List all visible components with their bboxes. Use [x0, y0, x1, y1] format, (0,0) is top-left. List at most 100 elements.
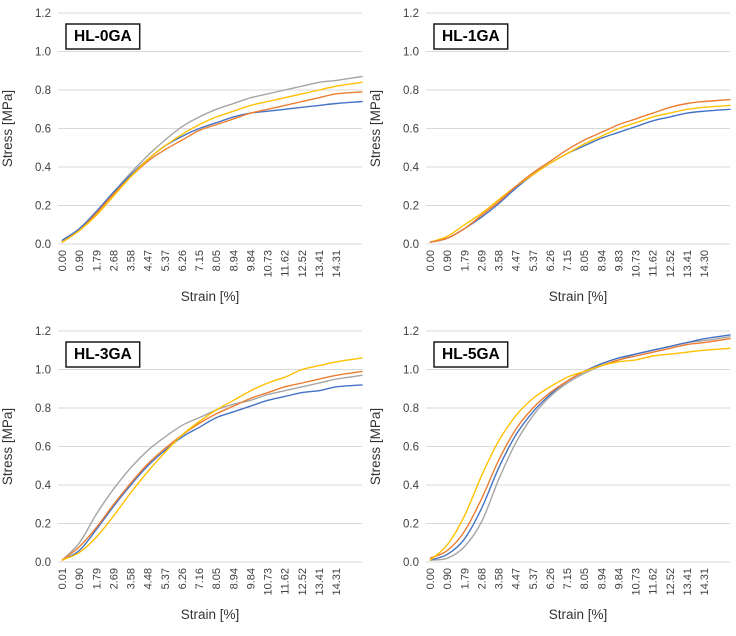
line-series-yellow — [429, 347, 731, 561]
y-axis-title: Stress [MPa] — [0, 90, 15, 167]
x-tick-label: 2.68 — [476, 568, 488, 589]
chart-title-box — [65, 341, 141, 368]
x-tick-label: 6.26 — [545, 568, 557, 589]
y-tick-label: 0.2 — [35, 519, 51, 531]
x-tick-label: 2.68 — [108, 250, 120, 271]
x-tick-label: 0.90 — [442, 250, 454, 271]
line-series-orange — [429, 98, 731, 243]
y-tick-label: 0.8 — [403, 85, 419, 97]
y-tick-label: 0.8 — [35, 403, 51, 415]
x-tick-label: 0.00 — [425, 568, 437, 589]
x-tick-label: 0.00 — [57, 250, 69, 271]
x-tick-label: 1.79 — [459, 568, 471, 589]
x-tick-label: 7.15 — [194, 250, 206, 271]
x-tick-label: 4.48 — [143, 568, 155, 589]
x-tick-label: 2.69 — [108, 568, 120, 589]
x-tick-label: 4.47 — [143, 250, 155, 271]
x-tick-label: 7.15 — [562, 250, 574, 271]
y-tick-label: 0.6 — [403, 124, 419, 136]
x-tick-label: 9.84 — [245, 568, 257, 589]
x-tick-label: 13.41 — [314, 568, 326, 596]
x-tick-label: 3.58 — [126, 250, 138, 271]
x-tick-label: 7.15 — [562, 568, 574, 589]
x-tick-label: 9.83 — [613, 250, 625, 271]
x-tick-label: 8.05 — [579, 250, 591, 271]
y-tick-label: 1.0 — [403, 47, 419, 59]
x-tick-label: 6.26 — [177, 250, 189, 271]
x-tick-label: 1.79 — [91, 250, 103, 271]
chart-title-box — [433, 23, 509, 50]
x-tick-label: 8.05 — [211, 568, 223, 589]
plot-hl-5ga: 0.0 0.2 0.4 0.6 0.8 1.0 1.2 0.00 0.90 1.79 2.68 3.5… — [368, 326, 731, 622]
x-tick-label: 12.52 — [297, 568, 309, 596]
x-tick-label: 10.73 — [631, 568, 643, 596]
x-tick-label: 8.94 — [228, 250, 240, 271]
x-tick-label: 4.47 — [511, 250, 523, 271]
x-tick-label: 3.58 — [494, 568, 506, 589]
y-tick-label: 0.6 — [35, 124, 51, 136]
y-tick-label: 0.2 — [403, 201, 419, 213]
y-tick-label: 0.6 — [35, 442, 51, 454]
x-tick-label: 2.69 — [476, 250, 488, 271]
y-tick-label: 0.4 — [403, 480, 420, 492]
line-series-orange — [61, 91, 363, 243]
x-tick-label: 11.62 — [280, 568, 292, 595]
x-tick-label: 13.41 — [314, 250, 326, 278]
x-tick-label: 5.37 — [528, 250, 540, 271]
y-tick-label: 0.8 — [35, 85, 51, 97]
chart-title: HL-3GA — [74, 346, 132, 363]
y-tick-label: 0.4 — [403, 162, 420, 174]
x-tick-label: 6.26 — [545, 250, 557, 271]
x-tick-label: 12.52 — [665, 568, 677, 596]
x-tick-label: 1.79 — [91, 568, 103, 589]
line-series-blue — [429, 334, 731, 561]
x-tick-label: 3.58 — [126, 568, 138, 589]
chart-title-box — [65, 23, 141, 50]
x-tick-label: 10.73 — [263, 250, 275, 278]
line-series-yellow — [61, 81, 363, 243]
y-tick-label: 1.2 — [403, 8, 419, 20]
y-tick-label: 1.0 — [35, 47, 51, 59]
x-tick-label: 0.01 — [57, 568, 69, 589]
x-tick-label: 8.05 — [211, 250, 223, 271]
chart-title-box — [433, 341, 509, 368]
x-tick-label: 0.90 — [74, 250, 86, 271]
line-series-blue — [61, 384, 363, 561]
x-tick-label: 12.52 — [297, 250, 309, 278]
x-tick-label: 0.00 — [425, 250, 437, 271]
x-tick-label: 11.62 — [648, 568, 660, 595]
x-tick-label: 1.79 — [459, 250, 471, 271]
chart-hl-1ga: 0.0 0.2 0.4 0.6 0.8 1.0 1.2 0.00 0.90 1.79 2.69 3.5… — [368, 0, 736, 318]
x-tick-label: 8.94 — [596, 568, 608, 589]
y-tick-label: 0.4 — [35, 480, 52, 492]
chart-title: HL-5GA — [442, 346, 500, 363]
y-axis-title: Stress [MPa] — [368, 90, 383, 167]
x-tick-label: 14.31 — [699, 568, 711, 596]
y-tick-label: 1.0 — [35, 365, 51, 377]
plot-hl-3ga: 0.0 0.2 0.4 0.6 0.8 1.0 1.2 0.01 0.90 1.79 2.69 3.5… — [0, 326, 363, 622]
line-series-gray — [61, 75, 363, 243]
x-tick-label: 14.30 — [699, 250, 711, 278]
plot-hl-0ga: 0.0 0.2 0.4 0.6 0.8 1.0 1.2 0.00 0.90 1.79 2.68 3.5… — [0, 8, 363, 304]
line-series-gray — [429, 336, 731, 561]
x-axis-title: Strain [%] — [181, 289, 240, 304]
y-tick-label: 0.6 — [403, 442, 419, 454]
x-axis-title: Strain [%] — [549, 607, 608, 622]
y-tick-label: 0.0 — [403, 557, 419, 569]
y-tick-label: 0.2 — [35, 201, 51, 213]
x-tick-label: 10.73 — [631, 250, 643, 278]
y-tick-label: 0.0 — [403, 239, 419, 251]
x-tick-label: 11.62 — [648, 250, 660, 277]
line-series-yellow — [61, 357, 363, 561]
line-series-orange — [61, 370, 363, 561]
x-tick-label: 0.90 — [442, 568, 454, 589]
line-series-orange — [429, 338, 731, 559]
line-series-blue — [429, 108, 731, 243]
x-tick-label: 9.84 — [613, 568, 625, 589]
x-axis-title: Strain [%] — [181, 607, 240, 622]
chart-hl-5ga: 0.0 0.2 0.4 0.6 0.8 1.0 1.2 0.00 0.90 1.79 2.68 3.5… — [368, 318, 736, 636]
x-tick-label: 8.94 — [596, 250, 608, 271]
chart-hl-3ga: 0.0 0.2 0.4 0.6 0.8 1.0 1.2 0.01 0.90 1.79 2.69 3.5… — [0, 318, 368, 636]
chart-title: HL-0GA — [74, 28, 132, 45]
